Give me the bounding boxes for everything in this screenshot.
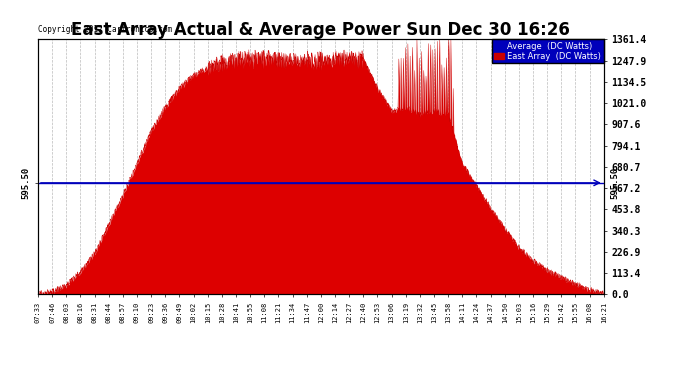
Text: 595.50: 595.50 xyxy=(611,167,620,199)
Title: East Array Actual & Average Power Sun Dec 30 16:26: East Array Actual & Average Power Sun De… xyxy=(71,21,571,39)
Text: Copyright 2012 Cartronics.com: Copyright 2012 Cartronics.com xyxy=(38,25,172,34)
Legend: Average  (DC Watts), East Array  (DC Watts): Average (DC Watts), East Array (DC Watts… xyxy=(491,39,604,63)
